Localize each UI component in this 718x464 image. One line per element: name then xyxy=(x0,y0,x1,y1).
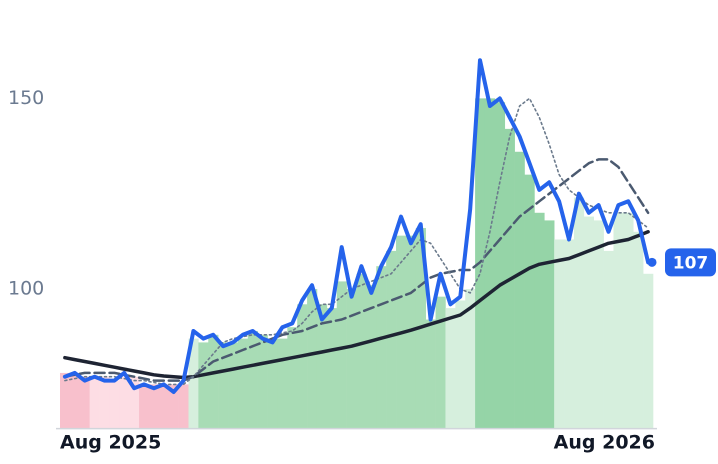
bar xyxy=(346,289,357,429)
bar xyxy=(445,308,456,429)
bar xyxy=(554,239,565,429)
bar xyxy=(573,197,585,429)
bar xyxy=(307,289,318,429)
bar xyxy=(69,372,81,429)
bar xyxy=(228,342,239,429)
bar xyxy=(60,372,71,429)
bar xyxy=(99,376,110,429)
bar xyxy=(405,235,417,429)
line xyxy=(63,230,650,380)
value-label: 107 xyxy=(673,253,709,273)
bar xyxy=(119,376,130,429)
bar xyxy=(178,384,189,429)
bar xyxy=(376,266,387,429)
bar xyxy=(129,376,140,429)
bar xyxy=(109,380,120,429)
line xyxy=(63,158,650,382)
bar xyxy=(326,308,338,429)
bar xyxy=(287,327,298,429)
bar xyxy=(524,174,535,429)
bar xyxy=(425,319,436,429)
bar xyxy=(148,384,160,429)
bar xyxy=(198,342,209,429)
bar xyxy=(277,338,288,429)
bar xyxy=(643,273,654,429)
bar xyxy=(544,220,555,429)
bar xyxy=(564,239,575,429)
bar xyxy=(633,231,644,429)
bar xyxy=(208,334,219,429)
bar xyxy=(455,300,466,429)
bar xyxy=(218,342,229,429)
bar xyxy=(613,212,624,429)
bar xyxy=(356,273,367,429)
line xyxy=(62,58,651,394)
bar xyxy=(514,151,525,429)
bar xyxy=(188,338,199,429)
bar xyxy=(386,250,397,429)
bar xyxy=(297,304,308,429)
y-tick-label: 150 xyxy=(8,87,44,109)
value-badge xyxy=(665,248,716,277)
bar xyxy=(237,338,249,429)
bar xyxy=(435,296,446,429)
bar xyxy=(366,285,377,429)
bar xyxy=(623,212,634,429)
bar xyxy=(257,334,268,429)
bar xyxy=(494,102,506,429)
bar xyxy=(336,281,347,429)
x-tick-label: Aug 2026 xyxy=(554,432,655,454)
bar xyxy=(267,338,278,429)
bar xyxy=(465,289,476,429)
bar xyxy=(89,376,100,429)
bar xyxy=(593,220,604,429)
bar xyxy=(484,98,496,429)
bar xyxy=(168,384,179,429)
bar xyxy=(247,330,258,429)
bar xyxy=(316,304,328,429)
bar xyxy=(583,216,594,429)
bar xyxy=(79,376,90,429)
y-tick-label: 100 xyxy=(8,278,44,300)
bar xyxy=(158,384,170,429)
bar xyxy=(603,250,614,429)
x-tick-label: Aug 2025 xyxy=(60,432,161,454)
bar xyxy=(139,384,150,429)
end-dot xyxy=(647,257,657,267)
bar xyxy=(534,212,545,429)
